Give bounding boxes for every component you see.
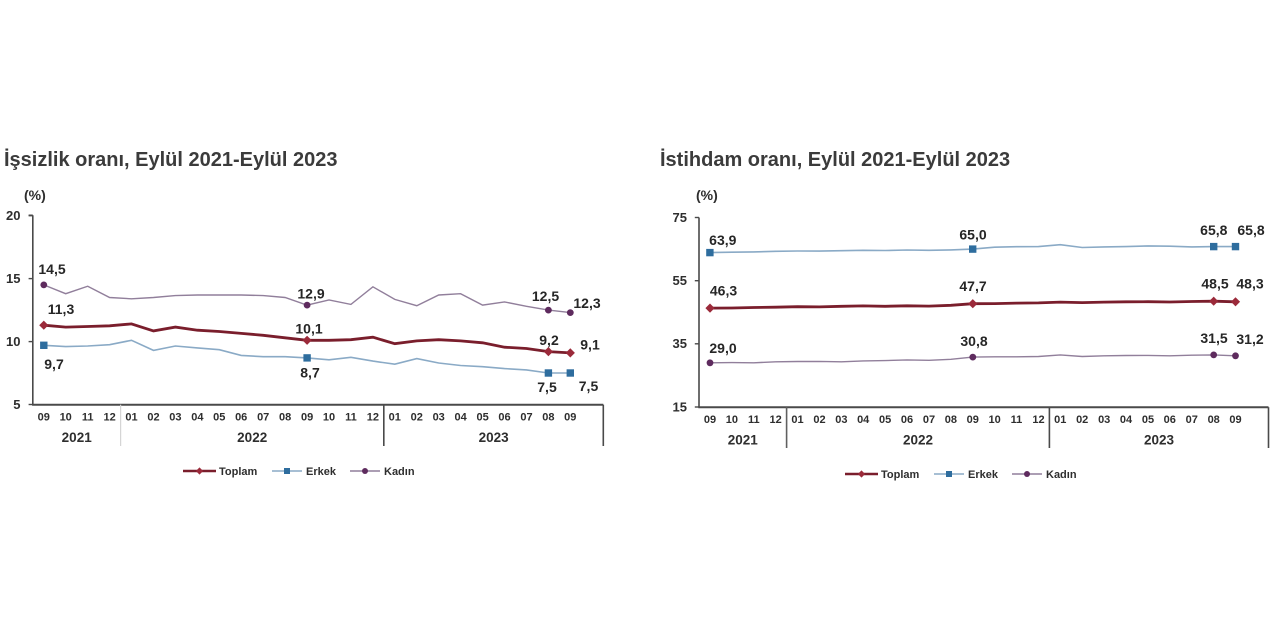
svg-text:05: 05	[476, 412, 488, 424]
svg-text:55: 55	[673, 273, 687, 288]
svg-text:02: 02	[813, 414, 825, 426]
svg-text:Toplam: Toplam	[881, 469, 920, 481]
svg-text:10: 10	[726, 414, 738, 426]
svg-text:05: 05	[1142, 414, 1154, 426]
svg-text:İstihdam oranı, Eylül 2021-Eyl: İstihdam oranı, Eylül 2021-Eylül 2023	[660, 148, 1010, 171]
svg-text:11: 11	[345, 412, 357, 424]
svg-text:20: 20	[6, 208, 20, 223]
svg-text:75: 75	[673, 210, 687, 225]
svg-text:04: 04	[857, 414, 870, 426]
svg-text:08: 08	[1208, 414, 1220, 426]
svg-text:07: 07	[923, 414, 935, 426]
svg-text:31,2: 31,2	[1236, 331, 1263, 347]
svg-text:05: 05	[879, 414, 891, 426]
svg-text:46,3: 46,3	[710, 283, 737, 299]
svg-text:02: 02	[1076, 414, 1088, 426]
svg-text:29,0: 29,0	[709, 340, 736, 356]
svg-text:02: 02	[147, 412, 159, 424]
svg-text:11: 11	[82, 412, 94, 424]
svg-text:01: 01	[125, 412, 137, 424]
svg-text:06: 06	[235, 412, 247, 424]
svg-text:12: 12	[367, 412, 379, 424]
svg-text:Erkek: Erkek	[968, 469, 999, 481]
svg-text:06: 06	[498, 412, 510, 424]
svg-text:2022: 2022	[237, 430, 267, 445]
svg-text:7,5: 7,5	[579, 378, 599, 394]
svg-text:2021: 2021	[728, 433, 759, 448]
svg-text:Toplam: Toplam	[219, 466, 258, 478]
svg-text:12,3: 12,3	[573, 295, 600, 311]
svg-text:15: 15	[6, 271, 20, 286]
svg-text:(%): (%)	[24, 187, 46, 203]
svg-text:10,1: 10,1	[295, 321, 322, 337]
svg-text:12: 12	[1032, 414, 1044, 426]
svg-text:9,1: 9,1	[580, 337, 600, 353]
svg-text:İşsizlik oranı, Eylül 2021-Eyl: İşsizlik oranı, Eylül 2021-Eylül 2023	[4, 148, 338, 171]
svg-text:65,8: 65,8	[1200, 222, 1227, 238]
svg-text:07: 07	[1186, 414, 1198, 426]
svg-text:08: 08	[279, 412, 291, 424]
svg-text:Kadın: Kadın	[1046, 469, 1077, 481]
svg-text:15: 15	[673, 399, 687, 414]
svg-text:06: 06	[1164, 414, 1176, 426]
svg-text:09: 09	[1229, 414, 1241, 426]
svg-text:2023: 2023	[479, 430, 510, 445]
svg-text:03: 03	[1098, 414, 1110, 426]
svg-text:12,5: 12,5	[532, 288, 559, 304]
svg-text:35: 35	[673, 336, 687, 351]
svg-text:01: 01	[389, 412, 401, 424]
svg-text:14,5: 14,5	[38, 261, 65, 277]
svg-text:7,5: 7,5	[537, 379, 557, 395]
svg-text:2022: 2022	[903, 433, 933, 448]
svg-text:30,8: 30,8	[960, 333, 987, 349]
svg-text:9,7: 9,7	[44, 356, 64, 372]
svg-text:04: 04	[1120, 414, 1133, 426]
svg-text:01: 01	[791, 414, 803, 426]
svg-text:12: 12	[103, 412, 115, 424]
svg-text:12,9: 12,9	[297, 286, 324, 302]
svg-text:11: 11	[748, 414, 760, 426]
svg-text:11: 11	[1011, 414, 1023, 426]
svg-text:09: 09	[704, 414, 716, 426]
svg-text:03: 03	[835, 414, 847, 426]
svg-text:Kadın: Kadın	[384, 466, 415, 478]
svg-text:48,5: 48,5	[1201, 276, 1228, 292]
svg-text:10: 10	[323, 412, 335, 424]
svg-text:03: 03	[169, 412, 181, 424]
svg-text:65,8: 65,8	[1237, 222, 1264, 238]
svg-text:12: 12	[769, 414, 781, 426]
svg-text:08: 08	[945, 414, 957, 426]
svg-text:09: 09	[967, 414, 979, 426]
svg-text:31,5: 31,5	[1200, 330, 1227, 346]
svg-text:9,2: 9,2	[539, 332, 559, 348]
svg-text:05: 05	[213, 412, 225, 424]
svg-text:10: 10	[988, 414, 1000, 426]
svg-text:65,0: 65,0	[959, 227, 986, 243]
svg-text:(%): (%)	[696, 187, 718, 203]
svg-text:10: 10	[60, 412, 72, 424]
svg-text:09: 09	[301, 412, 313, 424]
svg-text:03: 03	[433, 412, 445, 424]
svg-text:10: 10	[6, 334, 20, 349]
svg-text:06: 06	[901, 414, 913, 426]
svg-text:04: 04	[191, 412, 204, 424]
svg-text:Erkek: Erkek	[306, 466, 337, 478]
svg-text:63,9: 63,9	[709, 232, 736, 248]
svg-text:09: 09	[38, 412, 50, 424]
svg-text:07: 07	[520, 412, 532, 424]
svg-text:8,7: 8,7	[300, 365, 320, 381]
svg-text:09: 09	[564, 412, 576, 424]
svg-text:48,3: 48,3	[1236, 276, 1263, 292]
svg-text:5: 5	[13, 397, 20, 412]
svg-text:47,7: 47,7	[959, 278, 986, 294]
svg-text:02: 02	[411, 412, 423, 424]
svg-text:01: 01	[1054, 414, 1066, 426]
svg-text:08: 08	[542, 412, 554, 424]
svg-text:2023: 2023	[1144, 433, 1175, 448]
svg-text:04: 04	[454, 412, 467, 424]
svg-text:2021: 2021	[62, 430, 93, 445]
svg-text:11,3: 11,3	[48, 301, 75, 317]
svg-text:07: 07	[257, 412, 269, 424]
